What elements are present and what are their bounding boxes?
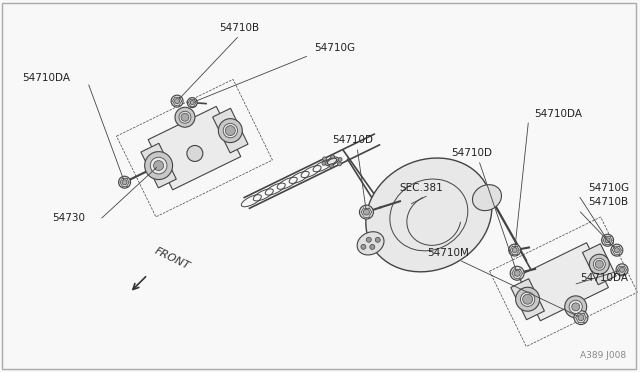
Circle shape xyxy=(322,161,326,165)
Circle shape xyxy=(614,248,620,253)
Circle shape xyxy=(514,270,520,276)
Circle shape xyxy=(602,234,614,246)
Circle shape xyxy=(187,145,203,161)
Text: 54710D: 54710D xyxy=(332,135,373,145)
Text: FRONT: FRONT xyxy=(152,246,191,272)
Ellipse shape xyxy=(472,185,502,211)
Circle shape xyxy=(323,157,326,161)
Circle shape xyxy=(516,287,540,311)
Circle shape xyxy=(154,161,164,171)
Polygon shape xyxy=(141,143,177,188)
Text: 54710DA: 54710DA xyxy=(580,273,628,283)
Text: 54710G: 54710G xyxy=(588,183,630,193)
Circle shape xyxy=(330,164,333,168)
Circle shape xyxy=(225,126,236,136)
Circle shape xyxy=(331,155,335,159)
Circle shape xyxy=(564,296,587,318)
Circle shape xyxy=(150,157,167,174)
Circle shape xyxy=(578,315,584,321)
Circle shape xyxy=(337,162,342,166)
Text: 54710DA: 54710DA xyxy=(534,109,582,119)
Ellipse shape xyxy=(357,232,384,255)
Circle shape xyxy=(520,292,535,307)
Circle shape xyxy=(572,303,580,311)
Circle shape xyxy=(616,264,628,276)
Circle shape xyxy=(375,237,380,242)
Text: 54710B: 54710B xyxy=(588,197,628,207)
Circle shape xyxy=(512,247,517,253)
Circle shape xyxy=(190,100,194,105)
Text: 54710B: 54710B xyxy=(220,23,260,33)
Ellipse shape xyxy=(328,158,337,164)
Circle shape xyxy=(179,111,191,123)
Circle shape xyxy=(370,244,375,249)
Polygon shape xyxy=(511,279,545,320)
Circle shape xyxy=(338,157,342,161)
Circle shape xyxy=(509,244,521,256)
Text: 54710G: 54710G xyxy=(314,44,355,53)
Circle shape xyxy=(181,113,189,121)
Polygon shape xyxy=(148,106,241,190)
Circle shape xyxy=(510,266,524,280)
Circle shape xyxy=(118,176,131,188)
Circle shape xyxy=(574,311,588,325)
Text: 54710M: 54710M xyxy=(427,248,468,258)
Circle shape xyxy=(569,300,582,314)
Circle shape xyxy=(593,258,605,270)
Circle shape xyxy=(361,244,366,249)
Circle shape xyxy=(589,254,609,274)
Text: SEC.381: SEC.381 xyxy=(399,183,443,193)
Text: 54710D: 54710D xyxy=(451,148,492,158)
Circle shape xyxy=(611,244,623,256)
Circle shape xyxy=(366,237,371,242)
Text: 54730: 54730 xyxy=(52,213,85,223)
Circle shape xyxy=(620,267,625,272)
Text: A389 J008: A389 J008 xyxy=(580,350,627,359)
Polygon shape xyxy=(582,244,616,285)
Circle shape xyxy=(605,238,610,243)
Polygon shape xyxy=(212,108,248,153)
Circle shape xyxy=(218,119,243,142)
Circle shape xyxy=(145,152,173,180)
Circle shape xyxy=(595,260,604,268)
Circle shape xyxy=(171,95,183,107)
Ellipse shape xyxy=(326,157,339,166)
Ellipse shape xyxy=(366,158,492,272)
Circle shape xyxy=(188,97,197,108)
Circle shape xyxy=(223,124,237,138)
Circle shape xyxy=(175,99,180,103)
Circle shape xyxy=(175,107,195,127)
Circle shape xyxy=(360,205,373,219)
Text: 54710DA: 54710DA xyxy=(22,73,70,83)
Circle shape xyxy=(364,209,369,215)
Polygon shape xyxy=(518,243,609,321)
Circle shape xyxy=(523,294,532,304)
Circle shape xyxy=(122,180,127,185)
